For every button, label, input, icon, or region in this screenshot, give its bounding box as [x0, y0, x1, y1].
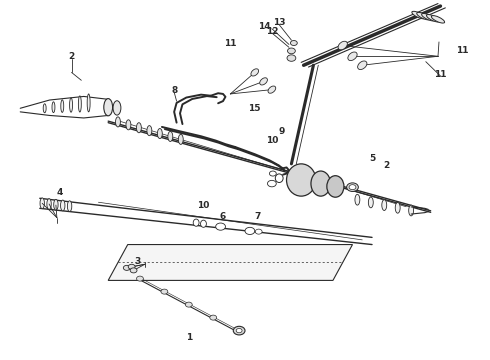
Ellipse shape [421, 13, 435, 21]
Circle shape [346, 183, 358, 192]
Text: 11: 11 [224, 39, 237, 48]
Circle shape [291, 41, 297, 45]
Circle shape [245, 227, 255, 234]
Ellipse shape [431, 15, 444, 23]
Ellipse shape [87, 94, 90, 112]
Circle shape [130, 268, 137, 273]
Ellipse shape [136, 123, 141, 133]
Ellipse shape [251, 69, 259, 76]
Ellipse shape [338, 41, 347, 50]
Ellipse shape [268, 86, 276, 93]
Text: 8: 8 [171, 86, 177, 95]
Text: 1: 1 [186, 333, 192, 342]
Ellipse shape [43, 104, 46, 113]
Ellipse shape [395, 202, 400, 213]
Circle shape [210, 315, 217, 320]
Circle shape [349, 185, 356, 190]
Ellipse shape [113, 101, 121, 115]
Ellipse shape [416, 12, 430, 20]
Ellipse shape [168, 131, 173, 141]
Text: 2: 2 [69, 52, 74, 61]
Ellipse shape [70, 98, 73, 112]
Ellipse shape [311, 171, 331, 196]
Text: 5: 5 [369, 154, 375, 163]
Ellipse shape [355, 194, 360, 205]
Ellipse shape [157, 129, 162, 139]
Circle shape [233, 326, 245, 335]
Ellipse shape [52, 102, 55, 113]
Circle shape [287, 55, 296, 61]
Ellipse shape [287, 164, 316, 196]
Ellipse shape [200, 220, 206, 227]
Ellipse shape [382, 200, 387, 211]
Ellipse shape [327, 176, 344, 197]
Circle shape [255, 229, 262, 234]
Circle shape [128, 264, 135, 269]
Ellipse shape [126, 120, 131, 130]
Ellipse shape [68, 201, 72, 212]
Circle shape [236, 328, 242, 333]
Ellipse shape [47, 199, 51, 210]
Ellipse shape [54, 199, 58, 210]
Ellipse shape [368, 197, 373, 208]
Ellipse shape [412, 11, 425, 19]
Circle shape [288, 48, 295, 54]
Circle shape [268, 180, 276, 187]
Text: 4: 4 [56, 188, 63, 197]
Ellipse shape [275, 174, 283, 183]
Circle shape [123, 265, 130, 270]
Text: 13: 13 [273, 18, 286, 27]
Text: 11: 11 [434, 70, 447, 79]
Text: 3: 3 [134, 257, 141, 266]
Text: 7: 7 [254, 212, 260, 221]
Ellipse shape [358, 61, 367, 69]
Ellipse shape [78, 96, 81, 112]
Ellipse shape [61, 200, 65, 211]
Ellipse shape [193, 219, 199, 226]
Circle shape [270, 171, 276, 176]
Circle shape [234, 328, 241, 333]
Text: 10: 10 [266, 136, 278, 145]
Ellipse shape [40, 198, 45, 209]
Ellipse shape [61, 100, 64, 112]
Text: 14: 14 [258, 22, 271, 31]
Ellipse shape [260, 78, 268, 85]
Ellipse shape [348, 52, 357, 60]
Text: 12: 12 [266, 27, 278, 36]
Text: 9: 9 [278, 127, 285, 136]
Circle shape [216, 223, 225, 230]
Ellipse shape [178, 134, 183, 144]
Ellipse shape [409, 205, 414, 216]
Circle shape [137, 276, 144, 281]
Ellipse shape [147, 126, 152, 136]
Text: 10: 10 [197, 201, 210, 210]
Text: 2: 2 [384, 161, 390, 170]
Polygon shape [108, 244, 352, 280]
Circle shape [185, 302, 192, 307]
Circle shape [161, 289, 168, 294]
Text: 6: 6 [220, 212, 226, 221]
Ellipse shape [104, 99, 113, 116]
Text: 15: 15 [248, 104, 261, 113]
Text: 11: 11 [456, 46, 468, 55]
Ellipse shape [116, 117, 121, 127]
Ellipse shape [426, 14, 440, 22]
